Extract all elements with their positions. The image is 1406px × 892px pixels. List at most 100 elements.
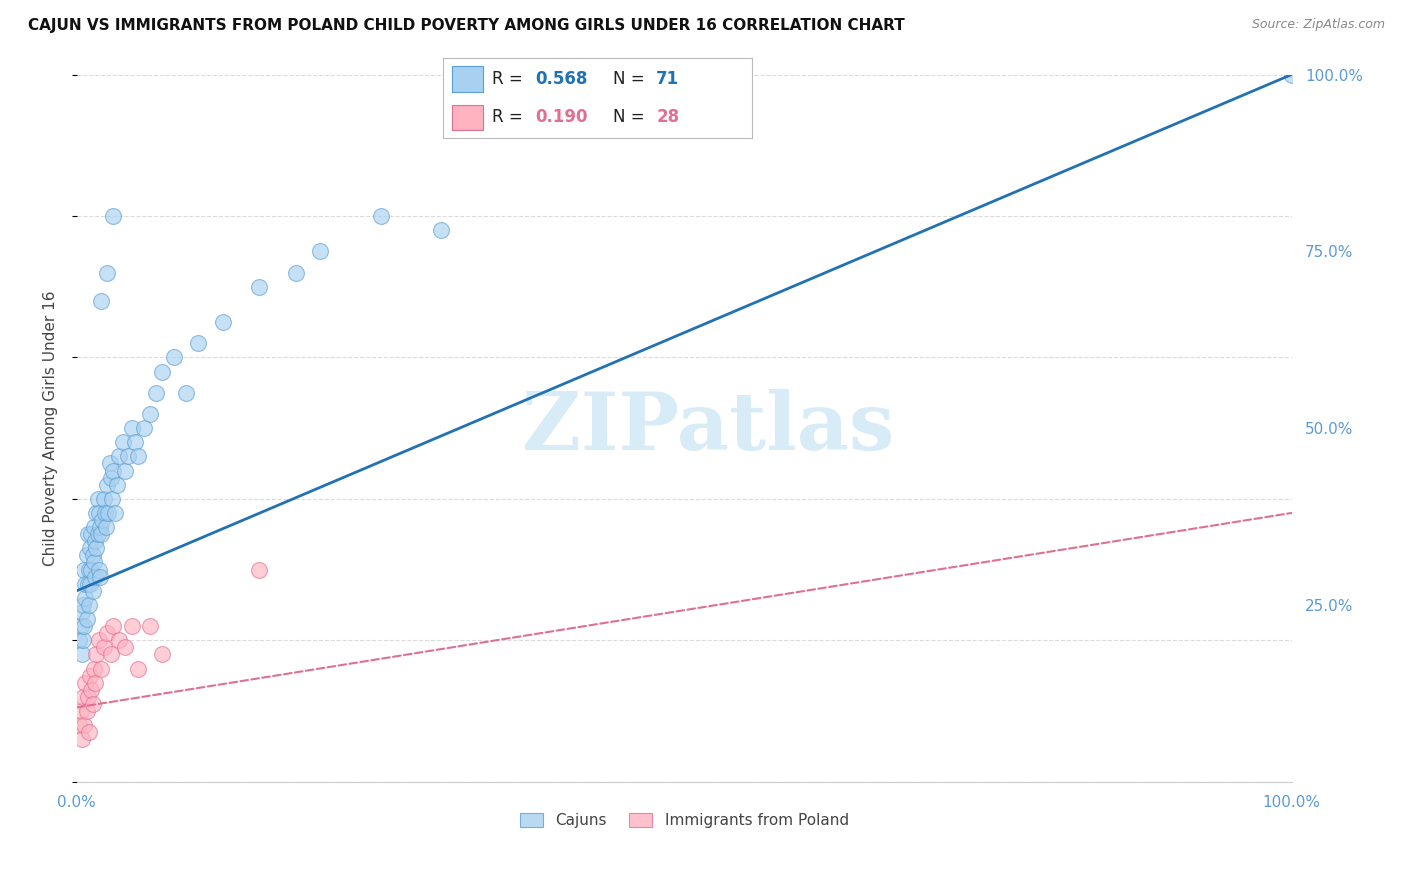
Point	[70, 605, 93, 619]
Text: ZIPatlas: ZIPatlas	[523, 389, 894, 467]
Point	[80, 562, 103, 576]
Point	[76, 690, 98, 704]
Point	[105, 477, 128, 491]
Point	[308, 244, 330, 259]
Point	[103, 209, 125, 223]
Point	[73, 562, 96, 576]
Y-axis label: Child Poverty Among Girls Under 16: Child Poverty Among Girls Under 16	[44, 290, 58, 566]
Point	[77, 562, 100, 576]
Point	[72, 633, 94, 648]
Point	[117, 450, 139, 464]
Point	[1281, 68, 1303, 82]
Point	[89, 520, 111, 534]
Point	[77, 598, 100, 612]
Point	[139, 407, 162, 421]
Point	[163, 351, 186, 365]
Point	[84, 569, 107, 583]
Point	[83, 520, 105, 534]
Point	[76, 527, 98, 541]
Point	[76, 612, 98, 626]
Point	[91, 513, 114, 527]
Point	[114, 640, 136, 655]
Point	[247, 279, 270, 293]
Point	[139, 619, 162, 633]
Point	[80, 682, 103, 697]
Point	[70, 732, 93, 747]
Point	[108, 633, 131, 648]
Point	[112, 435, 135, 450]
Point	[93, 491, 115, 506]
Point	[82, 583, 104, 598]
Text: R =: R =	[492, 109, 529, 127]
Point	[83, 661, 105, 675]
Point	[103, 506, 125, 520]
Text: CAJUN VS IMMIGRANTS FROM POLAND CHILD POVERTY AMONG GIRLS UNDER 16 CORRELATION C: CAJUN VS IMMIGRANTS FROM POLAND CHILD PO…	[28, 18, 905, 33]
Point	[67, 718, 90, 732]
Point	[79, 541, 101, 556]
Point	[86, 527, 108, 541]
Point	[93, 640, 115, 655]
Point	[94, 506, 117, 520]
Point	[145, 385, 167, 400]
Point	[87, 562, 110, 576]
Point	[124, 435, 146, 450]
Point	[98, 457, 121, 471]
Legend: Cajuns, Immigrants from Poland: Cajuns, Immigrants from Poland	[513, 807, 855, 834]
Point	[86, 491, 108, 506]
Point	[84, 534, 107, 549]
Point	[75, 576, 97, 591]
Point	[211, 315, 233, 329]
Point	[82, 549, 104, 563]
Text: N =: N =	[613, 109, 650, 127]
Point	[73, 718, 96, 732]
Point	[97, 506, 120, 520]
Point	[247, 562, 270, 576]
Point	[174, 385, 197, 400]
FancyBboxPatch shape	[453, 66, 484, 92]
Point	[75, 591, 97, 605]
Point	[127, 450, 149, 464]
Text: Source: ZipAtlas.com: Source: ZipAtlas.com	[1251, 18, 1385, 31]
Point	[79, 668, 101, 682]
Point	[101, 491, 124, 506]
Point	[90, 527, 112, 541]
Point	[132, 421, 155, 435]
Point	[76, 549, 98, 563]
Point	[72, 690, 94, 704]
Point	[100, 648, 122, 662]
Text: N =: N =	[613, 70, 650, 87]
Point	[94, 520, 117, 534]
Point	[72, 598, 94, 612]
Point	[103, 619, 125, 633]
Point	[84, 675, 107, 690]
Point	[121, 421, 143, 435]
FancyBboxPatch shape	[453, 104, 484, 130]
Point	[82, 697, 104, 711]
Point	[150, 648, 173, 662]
Point	[84, 648, 107, 662]
Point	[67, 633, 90, 648]
Point	[103, 463, 125, 477]
Point	[89, 569, 111, 583]
Point	[76, 576, 98, 591]
Point	[430, 223, 453, 237]
Point	[79, 576, 101, 591]
Point	[150, 364, 173, 378]
Point	[96, 477, 118, 491]
Point	[96, 626, 118, 640]
Point	[84, 506, 107, 520]
Text: 71: 71	[657, 70, 679, 87]
Point	[76, 704, 98, 718]
Point	[90, 293, 112, 308]
Point	[70, 648, 93, 662]
Point	[187, 336, 209, 351]
Point	[87, 506, 110, 520]
Point	[121, 619, 143, 633]
Point	[90, 661, 112, 675]
Point	[69, 704, 91, 718]
Point	[77, 725, 100, 739]
Point	[80, 527, 103, 541]
Point	[69, 619, 91, 633]
Text: 0.568: 0.568	[536, 70, 588, 87]
Point	[87, 633, 110, 648]
